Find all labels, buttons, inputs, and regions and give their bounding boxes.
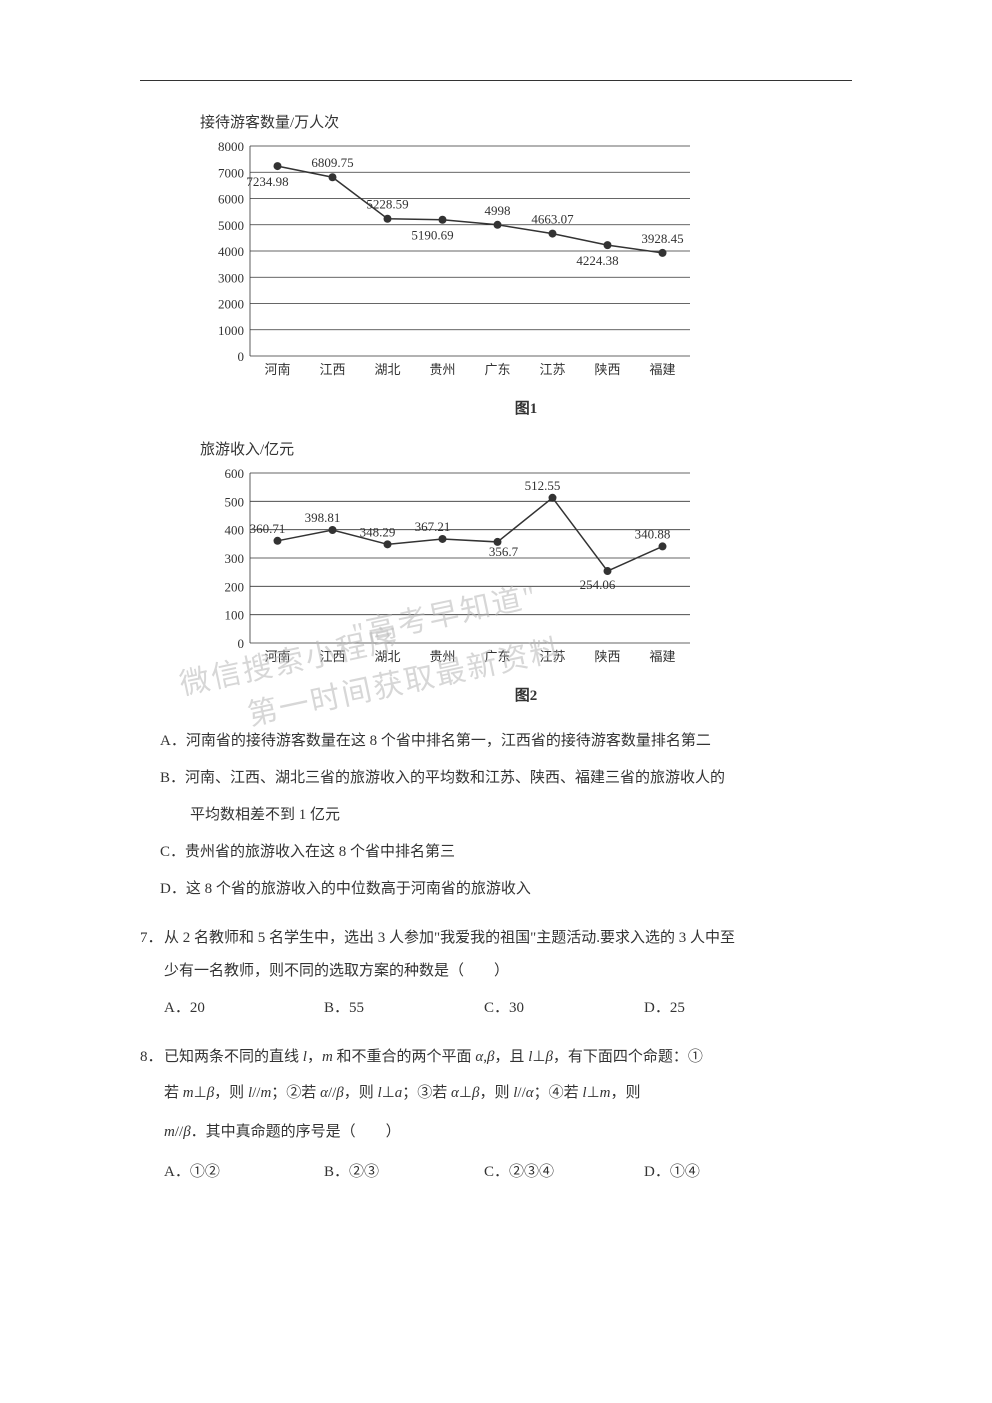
svg-text:8000: 8000: [218, 139, 244, 154]
q6-option-a: A．河南省的接待游客数量在这 8 个省中排名第一，江西省的接待游客数量排名第二: [160, 725, 852, 758]
q7-opt-c: C．30: [484, 992, 644, 1025]
svg-text:福建: 福建: [649, 649, 675, 664]
q7-body-b: 少有一名教师，则不同的选取方案的种数是（ ）: [164, 955, 852, 988]
svg-text:江苏: 江苏: [539, 649, 565, 664]
svg-text:356.7: 356.7: [489, 544, 519, 559]
svg-text:4224.38: 4224.38: [576, 253, 618, 268]
svg-text:400: 400: [225, 523, 245, 538]
q8-options: A．①② B．②③ C．②③④ D．①④: [164, 1156, 852, 1189]
svg-text:4000: 4000: [218, 244, 244, 259]
svg-text:贵州: 贵州: [429, 649, 455, 664]
q8-l2-f: ；④若: [534, 1085, 583, 1101]
q8-l1-m3: ，且: [494, 1049, 528, 1065]
svg-text:福建: 福建: [649, 362, 675, 377]
q8-l3-end: ．其中真命题的序号是（ ）: [191, 1124, 401, 1140]
svg-text:湖北: 湖北: [374, 649, 400, 664]
svg-text:3928.45: 3928.45: [641, 231, 683, 246]
svg-text:河南: 河南: [264, 362, 290, 377]
svg-text:340.88: 340.88: [635, 526, 671, 541]
svg-text:陕西: 陕西: [594, 362, 620, 377]
chart1-container: 接待游客数量/万人次 0 1000 2000 3000 4000 5000 6000 7000…: [200, 111, 852, 418]
q8-l2-e: ，则: [479, 1085, 513, 1101]
svg-text:254.06: 254.06: [580, 577, 616, 592]
q7-row: 7． 从 2 名教师和 5 名学生中，选出 3 人参加"我爱我的祖国"主题活动.…: [140, 922, 852, 955]
q8-line3: m//β．其中真命题的序号是（ ）: [164, 1113, 852, 1152]
chart1-title: 接待游客数量/万人次: [200, 111, 852, 132]
svg-text:江西: 江西: [319, 362, 345, 377]
q7-opt-b: B．55: [324, 992, 484, 1025]
svg-text:江西: 江西: [319, 649, 345, 664]
svg-text:360.71: 360.71: [250, 521, 286, 536]
q8-l2-c: ，则: [344, 1085, 378, 1101]
svg-text:广东: 广东: [484, 362, 510, 377]
svg-text:600: 600: [225, 466, 245, 481]
svg-text:2000: 2000: [218, 297, 244, 312]
svg-text:348.29: 348.29: [360, 524, 396, 539]
q8-row: 8． 已知两条不同的直线 l，m 和不重合的两个平面 α,β，且 l⊥β，有下面…: [140, 1041, 852, 1074]
svg-text:512.55: 512.55: [525, 478, 561, 493]
q8-line1: 已知两条不同的直线 l，m 和不重合的两个平面 α,β，且 l⊥β，有下面四个命…: [164, 1041, 852, 1074]
q7-options: A．20 B．55 C．30 D．25: [164, 992, 852, 1025]
q8-opt-b: B．②③: [324, 1156, 484, 1189]
q8-opt-c: C．②③④: [484, 1156, 644, 1189]
q8-opt-d: D．①④: [644, 1156, 804, 1189]
q8-l1-m1: ，: [307, 1049, 322, 1065]
svg-text:6809.75: 6809.75: [311, 155, 353, 170]
chart1-svg: 0 1000 2000 3000 4000 5000 6000 7000 8000 河南 江西 湖北 贵…: [200, 136, 700, 386]
svg-text:5000: 5000: [218, 218, 244, 233]
svg-text:398.81: 398.81: [305, 510, 341, 525]
svg-text:367.21: 367.21: [415, 519, 451, 534]
q8-l2-d: ；③若: [402, 1085, 451, 1101]
svg-text:0: 0: [238, 636, 245, 651]
q8-num: 8．: [140, 1041, 164, 1074]
chart2-title: 旅游收入/亿元: [200, 438, 852, 459]
svg-text:广东: 广东: [484, 649, 510, 664]
q7-num: 7．: [140, 922, 164, 955]
svg-text:7000: 7000: [218, 165, 244, 180]
svg-text:200: 200: [225, 579, 245, 594]
q8-l2-pre: 若: [164, 1085, 183, 1101]
svg-text:湖北: 湖北: [374, 362, 400, 377]
svg-text:5190.69: 5190.69: [411, 228, 453, 243]
q8-l2-a: ，则: [214, 1085, 248, 1101]
svg-text:500: 500: [225, 494, 245, 509]
chart2-container: 旅游收入/亿元 0 100 200 300 400 500 600 河南 江西 湖北 贵州 广东 江苏 陕…: [200, 438, 852, 705]
chart2-caption: 图2: [200, 684, 852, 705]
q8-l1-end: ，有下面四个命题：①: [553, 1049, 703, 1065]
q7-opt-a: A．20: [164, 992, 324, 1025]
q6-option-b: B．河南、江西、湖北三省的旅游收入的平均数和江苏、陕西、福建三省的旅游收人的: [160, 762, 852, 795]
q8-l2-b: ；②若: [271, 1085, 320, 1101]
svg-text:陕西: 陕西: [594, 649, 620, 664]
q8-line2: 若 m⊥β，则 l//m；②若 α//β，则 l⊥a；③若 α⊥β，则 l//α…: [164, 1074, 852, 1113]
q6-option-c: C．贵州省的旅游收入在这 8 个省中排名第三: [160, 836, 852, 869]
svg-text:7234.98: 7234.98: [246, 174, 288, 189]
svg-text:河南: 河南: [264, 649, 290, 664]
svg-text:0: 0: [238, 349, 245, 364]
svg-text:1000: 1000: [218, 323, 244, 338]
page-top-rule: [140, 80, 852, 81]
svg-text:100: 100: [225, 608, 245, 623]
q8-opt-a: A．①②: [164, 1156, 324, 1189]
svg-text:5228.59: 5228.59: [366, 197, 408, 212]
q8-l1-m2: 和不重合的两个平面: [333, 1049, 476, 1065]
chart1-caption: 图1: [200, 397, 852, 418]
q7-body-a: 从 2 名教师和 5 名学生中，选出 3 人参加"我爱我的祖国"主题活动.要求入…: [164, 922, 852, 955]
q7-opt-d: D．25: [644, 992, 804, 1025]
q8-l1-pre: 已知两条不同的直线: [164, 1049, 303, 1065]
svg-text:江苏: 江苏: [539, 362, 565, 377]
q8-l2-g: ，则: [611, 1085, 641, 1101]
svg-text:6000: 6000: [218, 192, 244, 207]
q6-option-b-cont: 平均数相差不到 1 亿元: [190, 799, 852, 832]
chart2-svg: 0 100 200 300 400 500 600 河南 江西 湖北 贵州 广东 江苏 陕西 福建 360.7…: [200, 463, 700, 673]
svg-text:4998: 4998: [485, 203, 511, 218]
svg-text:4663.07: 4663.07: [531, 212, 574, 227]
svg-text:300: 300: [225, 551, 245, 566]
q6-option-d: D．这 8 个省的旅游收入的中位数高于河南省的旅游收入: [160, 873, 852, 906]
q6-options: A．河南省的接待游客数量在这 8 个省中排名第一，江西省的接待游客数量排名第二 …: [160, 725, 852, 906]
svg-text:贵州: 贵州: [429, 362, 455, 377]
svg-text:3000: 3000: [218, 270, 244, 285]
